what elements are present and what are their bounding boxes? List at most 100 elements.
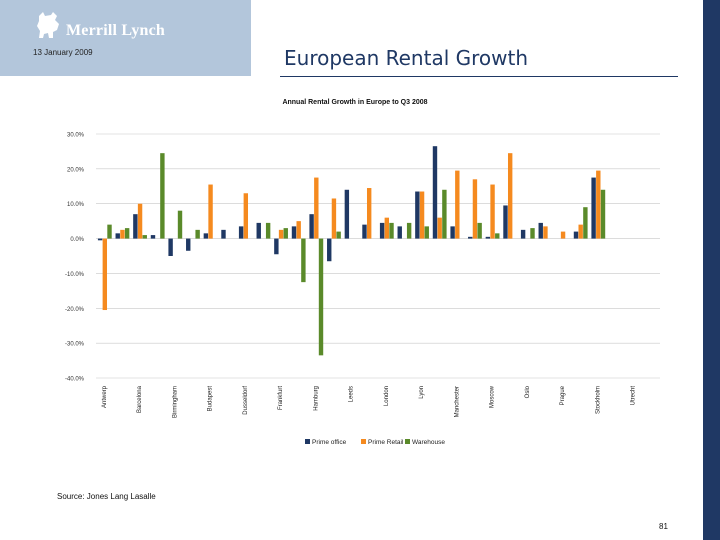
- x-tick-label: London: [384, 386, 390, 406]
- bar-prime-retail: [419, 191, 425, 239]
- header-logo-panel: Merrill Lynch 13 January 2009: [0, 0, 251, 76]
- x-tick-label: Dusseldorf: [243, 386, 249, 415]
- bar-prime-retail: [490, 184, 495, 239]
- bar-prime-retail: [455, 170, 460, 239]
- bar-warehouse: [283, 228, 288, 239]
- bar-prime-office: [97, 238, 103, 241]
- x-tick-label: Leeds: [349, 386, 355, 402]
- x-tick-label: Manchester: [454, 386, 460, 417]
- bar-prime-office: [168, 238, 173, 256]
- bar-prime-office: [485, 236, 491, 239]
- bar-warehouse: [389, 222, 394, 239]
- bar-prime-retail: [331, 198, 337, 239]
- x-tick-label: Utrecht: [631, 386, 637, 406]
- x-tick-label: Antwerp: [102, 385, 108, 408]
- legend-label: Prime Retail: [368, 439, 404, 446]
- bar-prime-office: [591, 177, 596, 239]
- bar-prime-office: [327, 238, 332, 262]
- bar-prime-retail: [296, 221, 301, 239]
- x-tick-label: Oslo: [525, 385, 531, 398]
- bar-warehouse: [406, 222, 412, 239]
- legend-swatch: [405, 439, 410, 444]
- x-tick-label: Lyon: [419, 386, 425, 399]
- bull-logo-icon: [37, 12, 59, 38]
- bar-prime-retail: [120, 229, 125, 239]
- bar-prime-retail: [314, 177, 319, 239]
- bar-prime-retail: [137, 203, 143, 239]
- bar-prime-retail: [596, 170, 601, 239]
- bar-prime-retail: [560, 231, 566, 239]
- bar-prime-office: [379, 222, 385, 239]
- bar-warehouse: [124, 228, 130, 239]
- x-tick-label: Frankfurt: [278, 386, 284, 410]
- bar-warehouse: [442, 189, 447, 239]
- page-number: 81: [659, 522, 668, 531]
- x-tick-label: Birmingham: [172, 386, 178, 418]
- bar-warehouse: [336, 231, 341, 239]
- bar-warehouse: [177, 210, 183, 239]
- bar-prime-office: [291, 226, 297, 239]
- bar-prime-retail: [437, 217, 442, 239]
- bar-prime-office: [256, 222, 261, 239]
- bar-prime-retail: [208, 184, 213, 239]
- y-tick-label: 30.0%: [67, 133, 85, 139]
- legend-label: Prime office: [312, 439, 347, 446]
- bar-prime-office: [397, 226, 402, 239]
- bar-prime-office: [450, 226, 455, 239]
- x-tick-label: Stockholm: [595, 386, 601, 414]
- bar-warehouse: [424, 226, 429, 239]
- x-tick-label: Budapest: [208, 386, 214, 412]
- legend-swatch: [305, 439, 310, 444]
- bar-warehouse: [265, 222, 271, 239]
- logo-text: Merrill Lynch: [66, 22, 166, 39]
- bar-prime-office: [415, 191, 420, 239]
- x-tick-label: Prague: [560, 385, 566, 405]
- x-tick-label: Moscow: [490, 385, 496, 408]
- title-divider: [280, 76, 678, 77]
- bar-warehouse: [107, 224, 112, 239]
- bar-prime-retail: [472, 179, 478, 239]
- bar-prime-retail: [384, 217, 390, 239]
- bar-warehouse: [495, 233, 500, 239]
- x-tick-label: Hamburg: [313, 386, 319, 411]
- bar-prime-retail: [578, 224, 583, 239]
- bar-prime-office: [503, 205, 508, 239]
- bar-prime-office: [362, 224, 367, 239]
- bar-prime-office: [238, 226, 244, 239]
- bar-warehouse: [530, 228, 535, 239]
- bar-warehouse: [142, 235, 147, 239]
- bar-prime-office: [186, 238, 191, 251]
- bar-prime-retail: [507, 153, 513, 239]
- bar-warehouse: [583, 207, 588, 239]
- x-tick-label: Barcelona: [137, 385, 143, 413]
- y-tick-label: 20.0%: [67, 167, 85, 173]
- bar-prime-office: [133, 214, 138, 239]
- chart-title: Annual Rental Growth in Europe to Q3 200…: [282, 99, 427, 106]
- y-tick-label: 10.0%: [67, 202, 85, 208]
- bar-warehouse: [195, 229, 200, 239]
- source-note: Source: Jones Lang Lasalle: [57, 492, 156, 501]
- accent-side-bar: [703, 0, 720, 540]
- bar-warehouse: [318, 238, 324, 356]
- bar-prime-office: [221, 229, 226, 239]
- y-tick-label: 0.0%: [70, 237, 84, 243]
- bar-prime-office: [309, 214, 314, 239]
- bar-warehouse: [477, 222, 482, 239]
- bar-prime-office: [203, 233, 209, 239]
- bar-prime-retail: [243, 193, 249, 239]
- legend-label: Warehouse: [412, 439, 445, 446]
- bar-prime-office: [468, 236, 473, 239]
- bar-prime-office: [150, 235, 156, 239]
- bar-warehouse: [600, 189, 606, 239]
- bar-prime-office: [573, 231, 579, 239]
- bar-warehouse: [160, 153, 165, 239]
- page-title: European Rental Growth: [284, 46, 529, 70]
- bar-prime-retail: [543, 226, 548, 239]
- y-tick-label: -30.0%: [65, 342, 85, 348]
- bar-prime-office: [274, 238, 279, 255]
- bar-prime-office: [432, 146, 438, 239]
- bar-warehouse: [301, 238, 306, 283]
- legend-swatch: [361, 439, 366, 444]
- bar-prime-retail: [102, 238, 108, 311]
- bar-prime-retail: [366, 188, 372, 239]
